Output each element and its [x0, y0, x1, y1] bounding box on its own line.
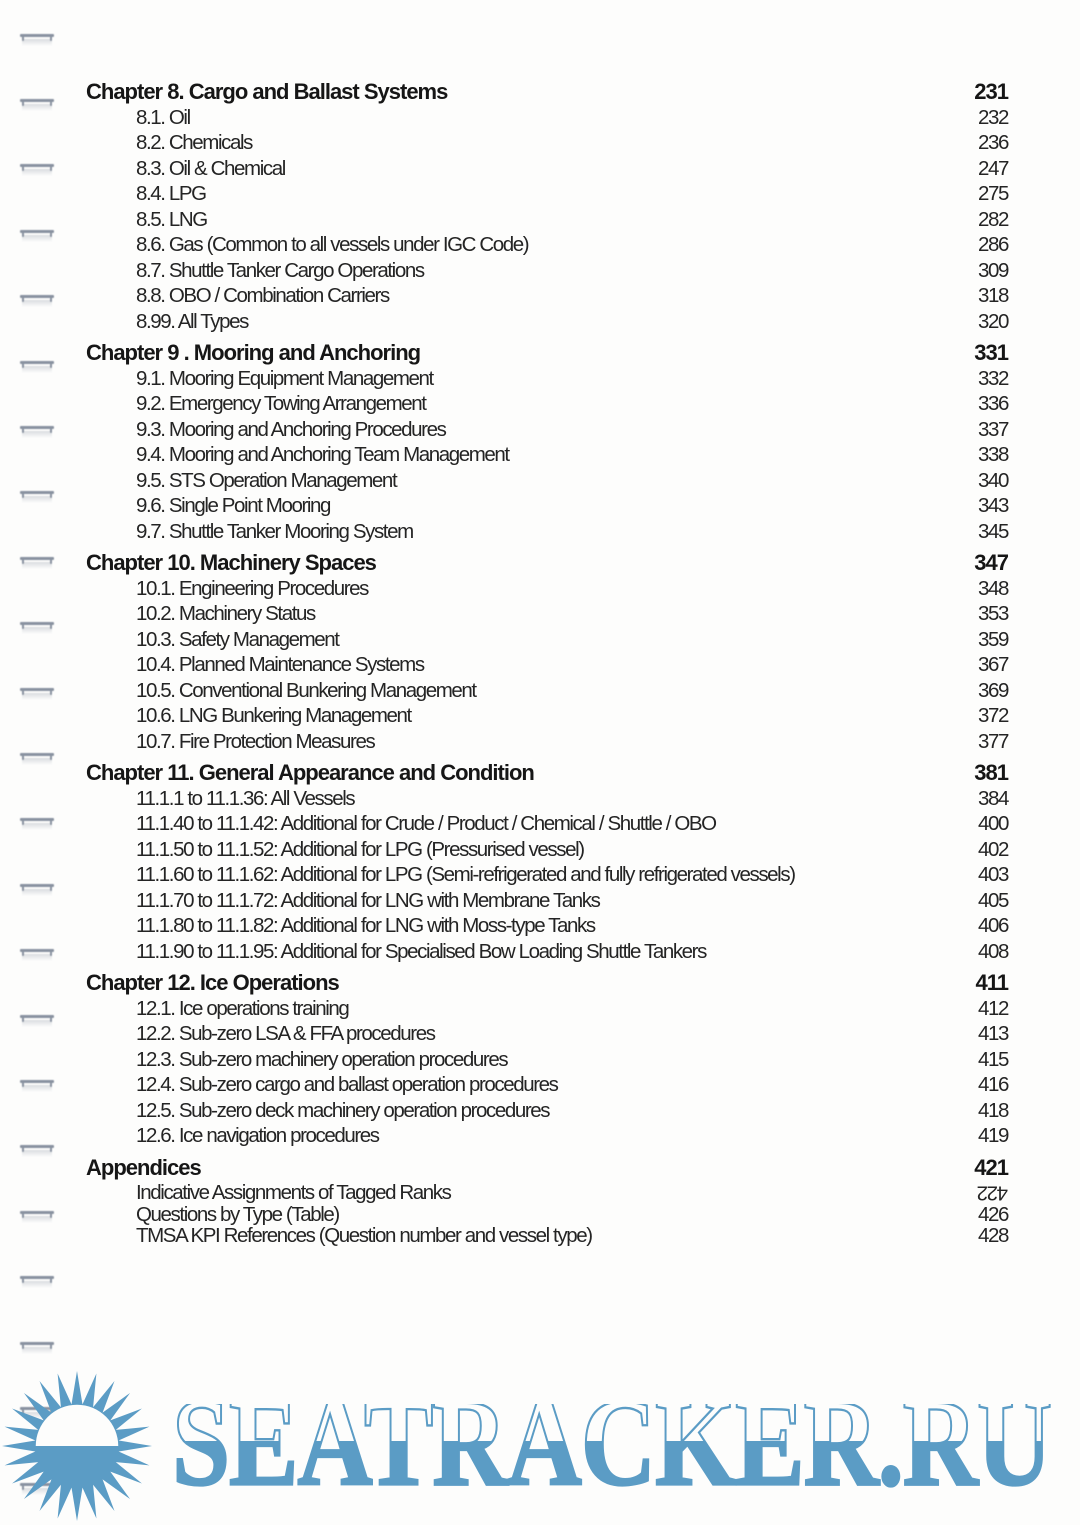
svg-text:SEATRACKER.RU: SEATRACKER.RU [172, 1404, 1051, 1512]
